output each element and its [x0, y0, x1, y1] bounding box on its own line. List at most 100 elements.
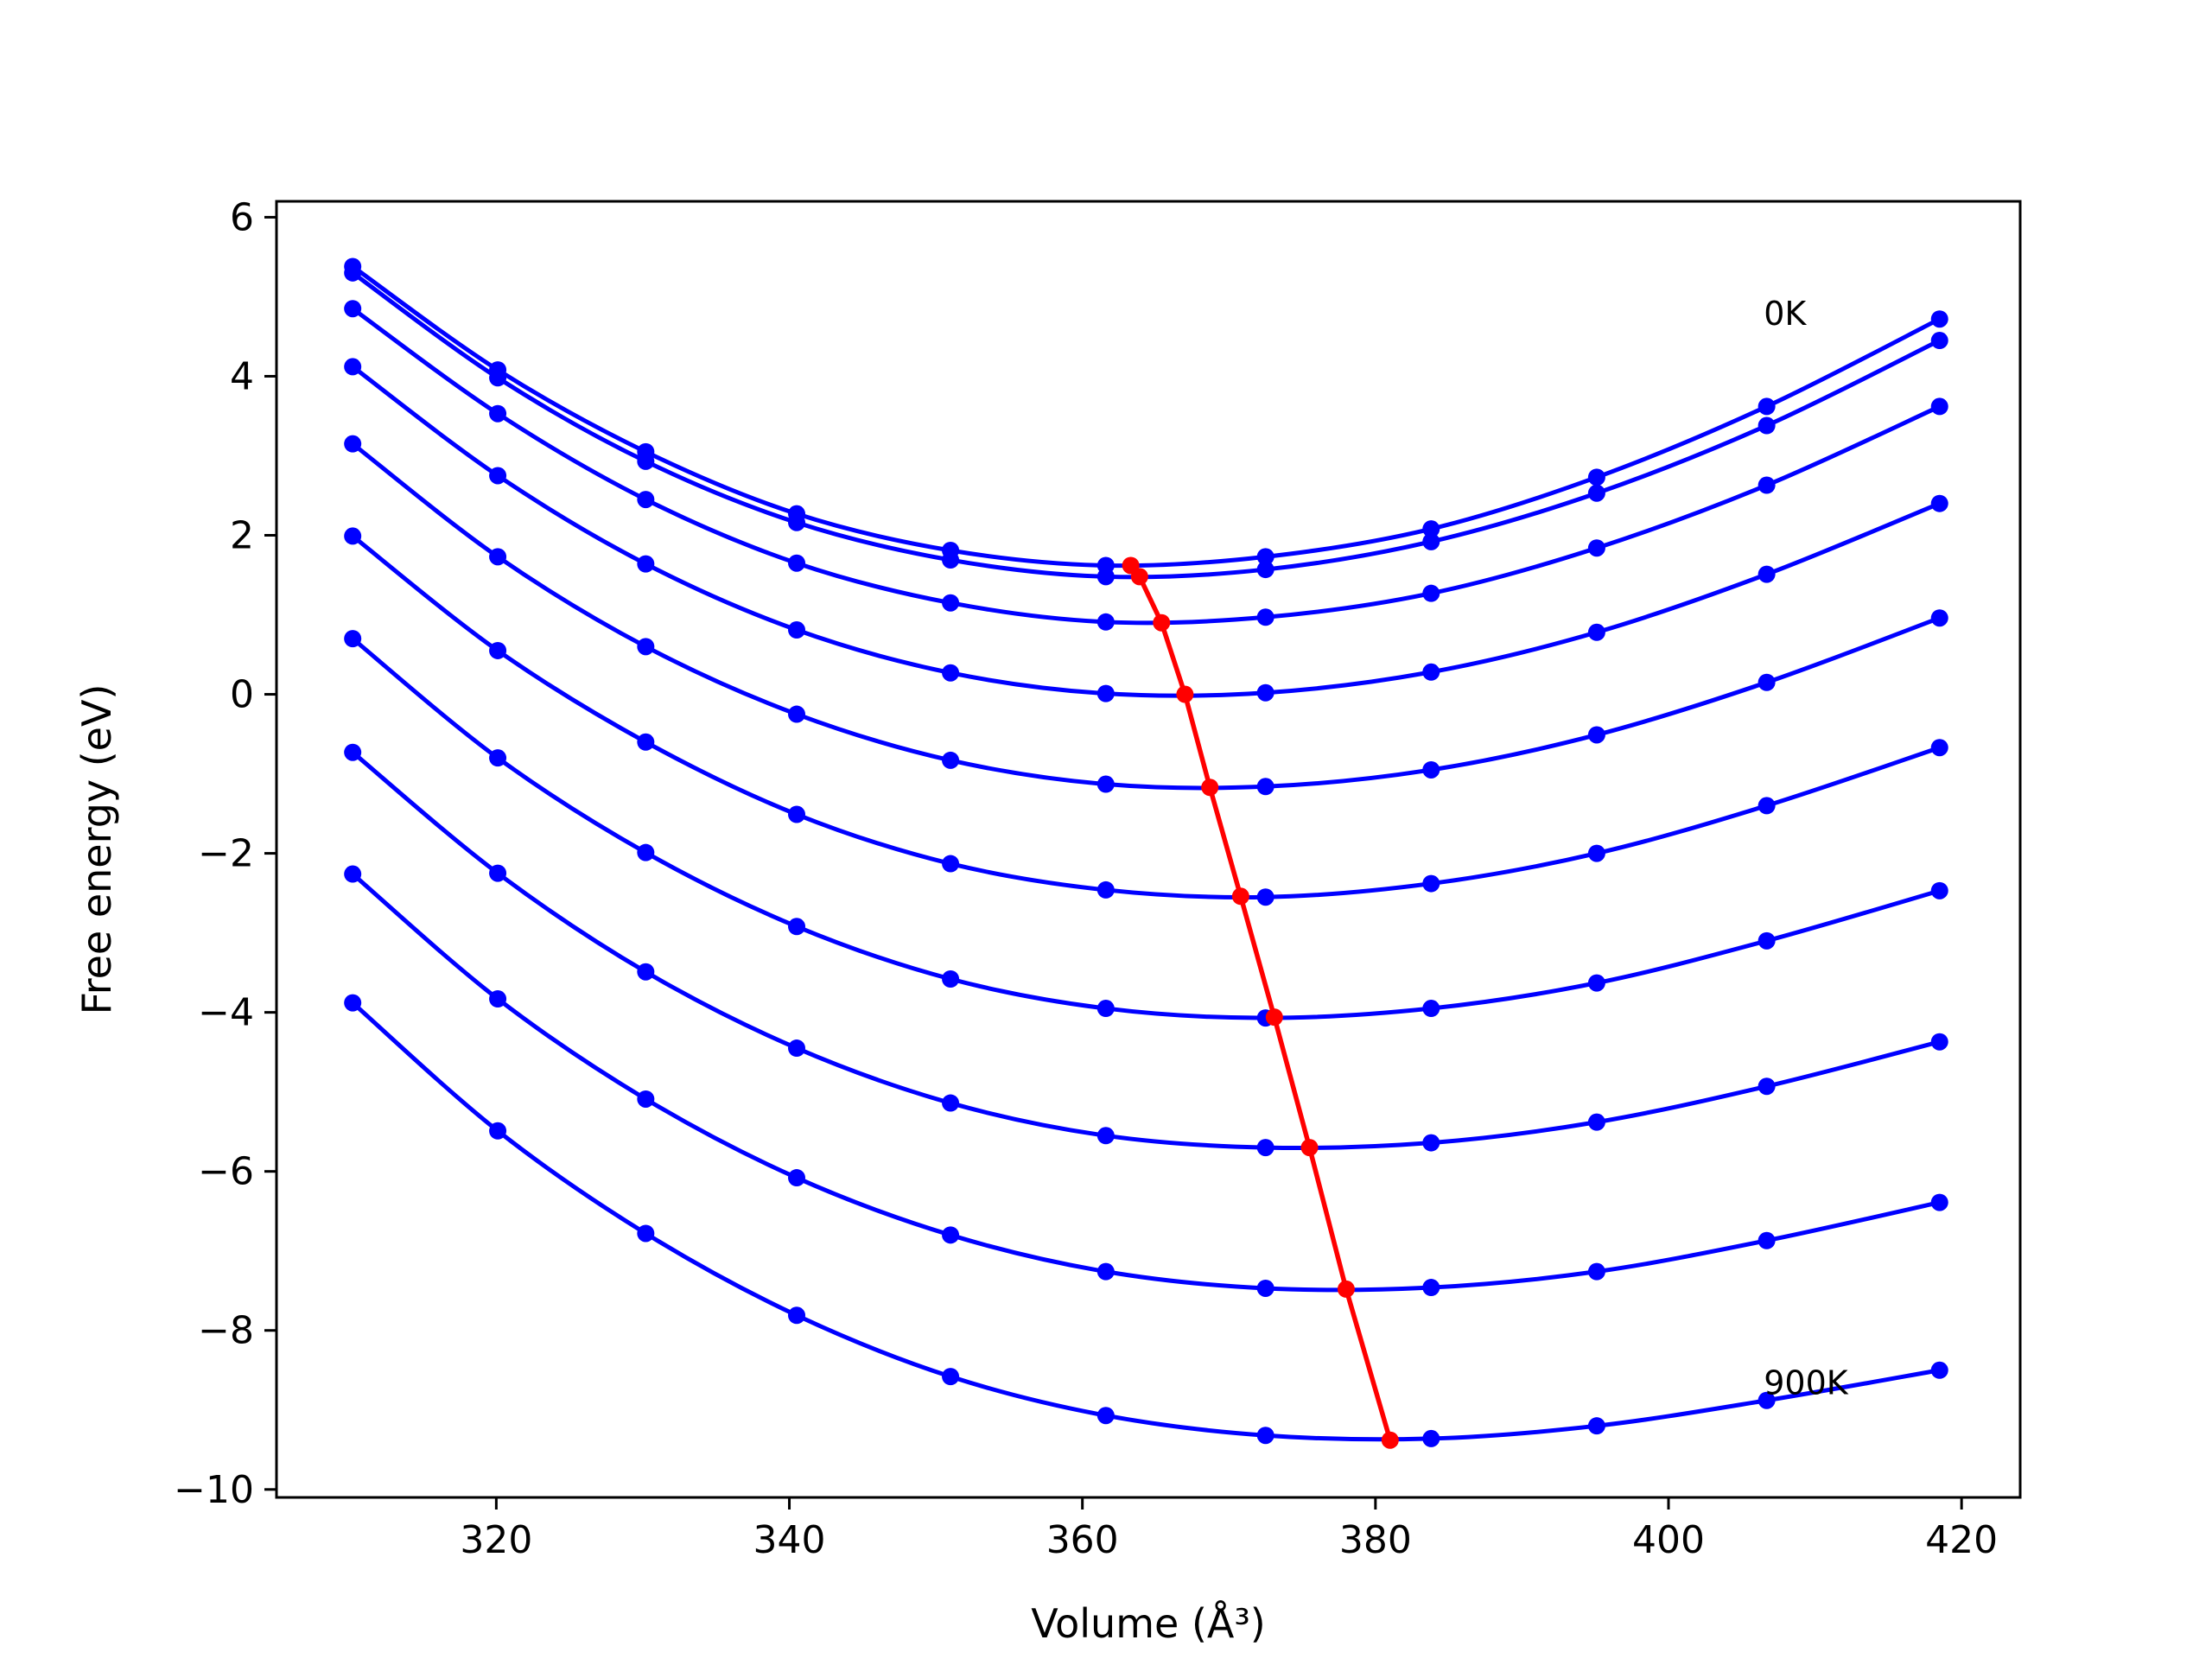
minimum-point: [1381, 1431, 1399, 1449]
data-point: [489, 404, 507, 423]
data-point: [1930, 310, 1948, 328]
data-point: [637, 1224, 655, 1243]
minimum-point: [1130, 568, 1148, 586]
y-tick-label: 4: [230, 354, 254, 398]
data-point: [489, 864, 507, 882]
data-point: [1930, 609, 1948, 627]
data-point: [1422, 760, 1440, 779]
data-point: [1758, 931, 1776, 950]
data-point: [1758, 565, 1776, 583]
data-point: [1587, 623, 1605, 641]
data-point: [1422, 1000, 1440, 1018]
data-point: [1096, 568, 1115, 586]
data-point: [788, 554, 806, 572]
data-point: [1758, 476, 1776, 494]
data-point: [788, 918, 806, 936]
data-point: [788, 705, 806, 723]
y-tick-label: 2: [230, 514, 254, 558]
data-point: [1930, 1361, 1948, 1379]
minimum-point: [1201, 779, 1219, 797]
data-point: [344, 300, 362, 318]
data-point: [1930, 494, 1948, 512]
data-point: [1422, 520, 1440, 538]
isotherm-curve-4: [351, 442, 1941, 791]
data-point: [489, 369, 507, 387]
data-point: [637, 555, 655, 573]
minimum-point: [1265, 1008, 1283, 1027]
data-point: [1256, 1427, 1274, 1445]
x-tick-label: 380: [1339, 1518, 1412, 1562]
y-axis-ticks: 6 4 2 0 −2 −4 −6 −8 −10: [174, 195, 276, 1512]
data-point: [1587, 1417, 1605, 1435]
data-point: [1096, 684, 1115, 702]
data-point: [489, 548, 507, 566]
data-point: [637, 963, 655, 981]
x-tick-label: 320: [460, 1518, 532, 1562]
data-point: [489, 467, 507, 485]
data-point: [637, 1090, 655, 1108]
data-point: [1096, 775, 1115, 793]
data-point: [637, 843, 655, 861]
minimum-point: [1176, 685, 1194, 703]
x-tick-label: 340: [753, 1518, 826, 1562]
data-point: [788, 805, 806, 823]
data-point: [1930, 1033, 1948, 1051]
isotherm-curve-9: [351, 1001, 1941, 1442]
data-point: [1096, 1000, 1115, 1018]
data-point: [1422, 874, 1440, 893]
data-point: [1587, 468, 1605, 486]
curve-layer: [344, 257, 1948, 1447]
data-point: [344, 358, 362, 376]
x-axis-ticks: 320 340 360 380 400 420: [460, 1497, 1998, 1562]
data-point: [788, 1169, 806, 1187]
x-tick-label: 420: [1925, 1518, 1998, 1562]
data-point: [1587, 726, 1605, 744]
y-tick-label: 0: [230, 673, 254, 717]
data-point: [1587, 484, 1605, 502]
data-point: [1096, 1407, 1115, 1425]
data-point: [637, 452, 655, 470]
data-point: [942, 664, 960, 682]
data-point: [788, 1306, 806, 1325]
data-point: [1422, 532, 1440, 550]
data-point: [1930, 1193, 1948, 1211]
data-point: [1758, 1391, 1776, 1409]
data-point: [1256, 683, 1274, 702]
data-point: [1422, 663, 1440, 681]
data-point: [489, 990, 507, 1008]
data-point: [1422, 584, 1440, 602]
data-point: [942, 1226, 960, 1244]
data-point: [344, 994, 362, 1012]
x-axis-label: Volume (Å³): [1031, 1600, 1266, 1647]
isotherm-curve-0: [351, 264, 1941, 569]
data-point: [788, 621, 806, 639]
data-point: [1422, 1429, 1440, 1447]
data-point: [788, 513, 806, 531]
data-point: [1587, 539, 1605, 557]
annotation-layer: 0K 900K: [1764, 295, 1849, 1402]
data-point: [1758, 797, 1776, 815]
minima-layer: [1122, 556, 1399, 1449]
data-point: [637, 638, 655, 656]
data-point: [344, 865, 362, 883]
y-tick-label: −8: [198, 1309, 254, 1353]
data-point: [1256, 778, 1274, 796]
data-point: [942, 1368, 960, 1386]
data-point: [344, 630, 362, 648]
data-point: [344, 743, 362, 761]
data-point: [344, 527, 362, 545]
minimum-trace-line: [1128, 563, 1393, 1441]
data-point: [1758, 673, 1776, 691]
data-point: [1422, 1279, 1440, 1297]
data-point: [1422, 1134, 1440, 1152]
data-point: [489, 641, 507, 659]
data-point: [1256, 1139, 1274, 1157]
data-point: [344, 435, 362, 453]
y-tick-label: −6: [198, 1150, 254, 1194]
data-point: [1256, 608, 1274, 626]
minimum-point: [1337, 1280, 1355, 1298]
data-point: [1256, 1279, 1274, 1297]
data-point: [1096, 880, 1115, 899]
data-point: [942, 1094, 960, 1112]
data-point: [1758, 1077, 1776, 1096]
